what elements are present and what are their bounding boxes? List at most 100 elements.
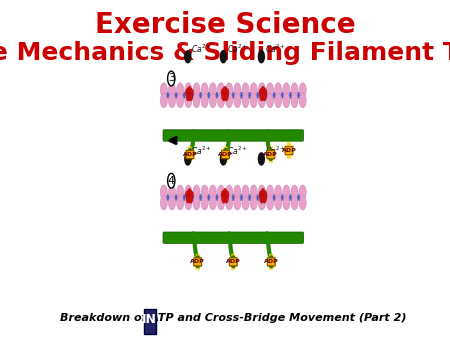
Circle shape: [189, 89, 194, 97]
Circle shape: [274, 93, 282, 108]
Text: Ca$^{2+}$: Ca$^{2+}$: [191, 43, 212, 55]
Circle shape: [258, 83, 265, 97]
Text: ADP: ADP: [226, 259, 241, 264]
Text: Exercise Science: Exercise Science: [94, 11, 356, 39]
Circle shape: [258, 153, 264, 165]
Circle shape: [291, 93, 298, 108]
Circle shape: [160, 83, 167, 97]
Circle shape: [234, 93, 241, 108]
Circle shape: [168, 83, 176, 97]
Text: Ca$^{2+}$: Ca$^{2+}$: [227, 145, 248, 157]
FancyBboxPatch shape: [144, 309, 156, 334]
Text: ADP: ADP: [263, 152, 278, 157]
Circle shape: [261, 189, 265, 196]
Circle shape: [168, 93, 176, 108]
Circle shape: [299, 185, 306, 199]
Circle shape: [222, 93, 225, 101]
Circle shape: [225, 195, 228, 203]
Circle shape: [223, 189, 227, 196]
Circle shape: [193, 83, 200, 97]
Circle shape: [186, 195, 190, 203]
Circle shape: [185, 153, 191, 165]
Circle shape: [168, 195, 176, 210]
Circle shape: [160, 195, 167, 210]
Circle shape: [201, 83, 208, 97]
Circle shape: [242, 185, 249, 199]
Circle shape: [263, 191, 267, 199]
Circle shape: [225, 89, 229, 97]
Circle shape: [185, 195, 192, 210]
Circle shape: [217, 83, 225, 97]
Circle shape: [222, 149, 229, 161]
Circle shape: [223, 86, 227, 94]
Circle shape: [259, 191, 263, 199]
Circle shape: [188, 189, 191, 196]
Circle shape: [221, 89, 225, 97]
Circle shape: [262, 93, 266, 101]
Circle shape: [220, 51, 226, 63]
Circle shape: [225, 191, 229, 199]
Circle shape: [193, 93, 200, 108]
Text: ADP: ADP: [190, 259, 205, 264]
Circle shape: [266, 195, 274, 210]
Circle shape: [299, 195, 306, 210]
Circle shape: [189, 191, 194, 199]
Circle shape: [225, 93, 233, 108]
Circle shape: [274, 83, 282, 97]
Circle shape: [258, 93, 265, 108]
Circle shape: [185, 185, 192, 199]
Circle shape: [291, 195, 298, 210]
FancyBboxPatch shape: [163, 232, 304, 243]
Circle shape: [185, 83, 192, 97]
Circle shape: [260, 93, 264, 101]
FancyBboxPatch shape: [194, 258, 202, 266]
FancyBboxPatch shape: [186, 150, 194, 159]
Text: 4: 4: [168, 176, 175, 186]
Text: ADP: ADP: [183, 152, 197, 157]
Text: ADP: ADP: [264, 259, 279, 264]
Circle shape: [283, 83, 290, 97]
Circle shape: [167, 71, 175, 86]
Circle shape: [291, 185, 298, 199]
Circle shape: [185, 93, 192, 108]
Text: Ca$^{2+}$: Ca$^{2+}$: [265, 43, 285, 55]
Circle shape: [168, 185, 176, 199]
FancyBboxPatch shape: [221, 150, 230, 159]
Text: Ca$^{2+}$: Ca$^{2+}$: [191, 145, 212, 157]
Circle shape: [201, 93, 208, 108]
Circle shape: [234, 185, 241, 199]
Circle shape: [176, 195, 184, 210]
Circle shape: [259, 89, 263, 97]
Circle shape: [217, 185, 225, 199]
Circle shape: [250, 195, 257, 210]
FancyBboxPatch shape: [285, 147, 293, 154]
Circle shape: [263, 89, 267, 97]
Circle shape: [222, 195, 225, 203]
Circle shape: [299, 83, 306, 97]
Circle shape: [283, 185, 290, 199]
Circle shape: [225, 185, 233, 199]
Circle shape: [261, 86, 265, 94]
Circle shape: [185, 89, 189, 97]
Text: ADP: ADP: [218, 152, 233, 157]
Circle shape: [209, 195, 216, 210]
Circle shape: [188, 86, 191, 94]
Circle shape: [299, 93, 306, 108]
Circle shape: [250, 83, 257, 97]
Circle shape: [189, 93, 193, 101]
Circle shape: [209, 93, 216, 108]
Circle shape: [262, 195, 266, 203]
Circle shape: [185, 51, 191, 63]
Circle shape: [274, 185, 282, 199]
Circle shape: [176, 83, 184, 97]
Circle shape: [201, 195, 208, 210]
Circle shape: [242, 83, 249, 97]
Circle shape: [160, 93, 167, 108]
Circle shape: [225, 93, 228, 101]
Circle shape: [201, 185, 208, 199]
Circle shape: [291, 83, 298, 97]
Circle shape: [250, 93, 257, 108]
Circle shape: [274, 195, 282, 210]
Circle shape: [160, 185, 167, 199]
Circle shape: [217, 93, 225, 108]
